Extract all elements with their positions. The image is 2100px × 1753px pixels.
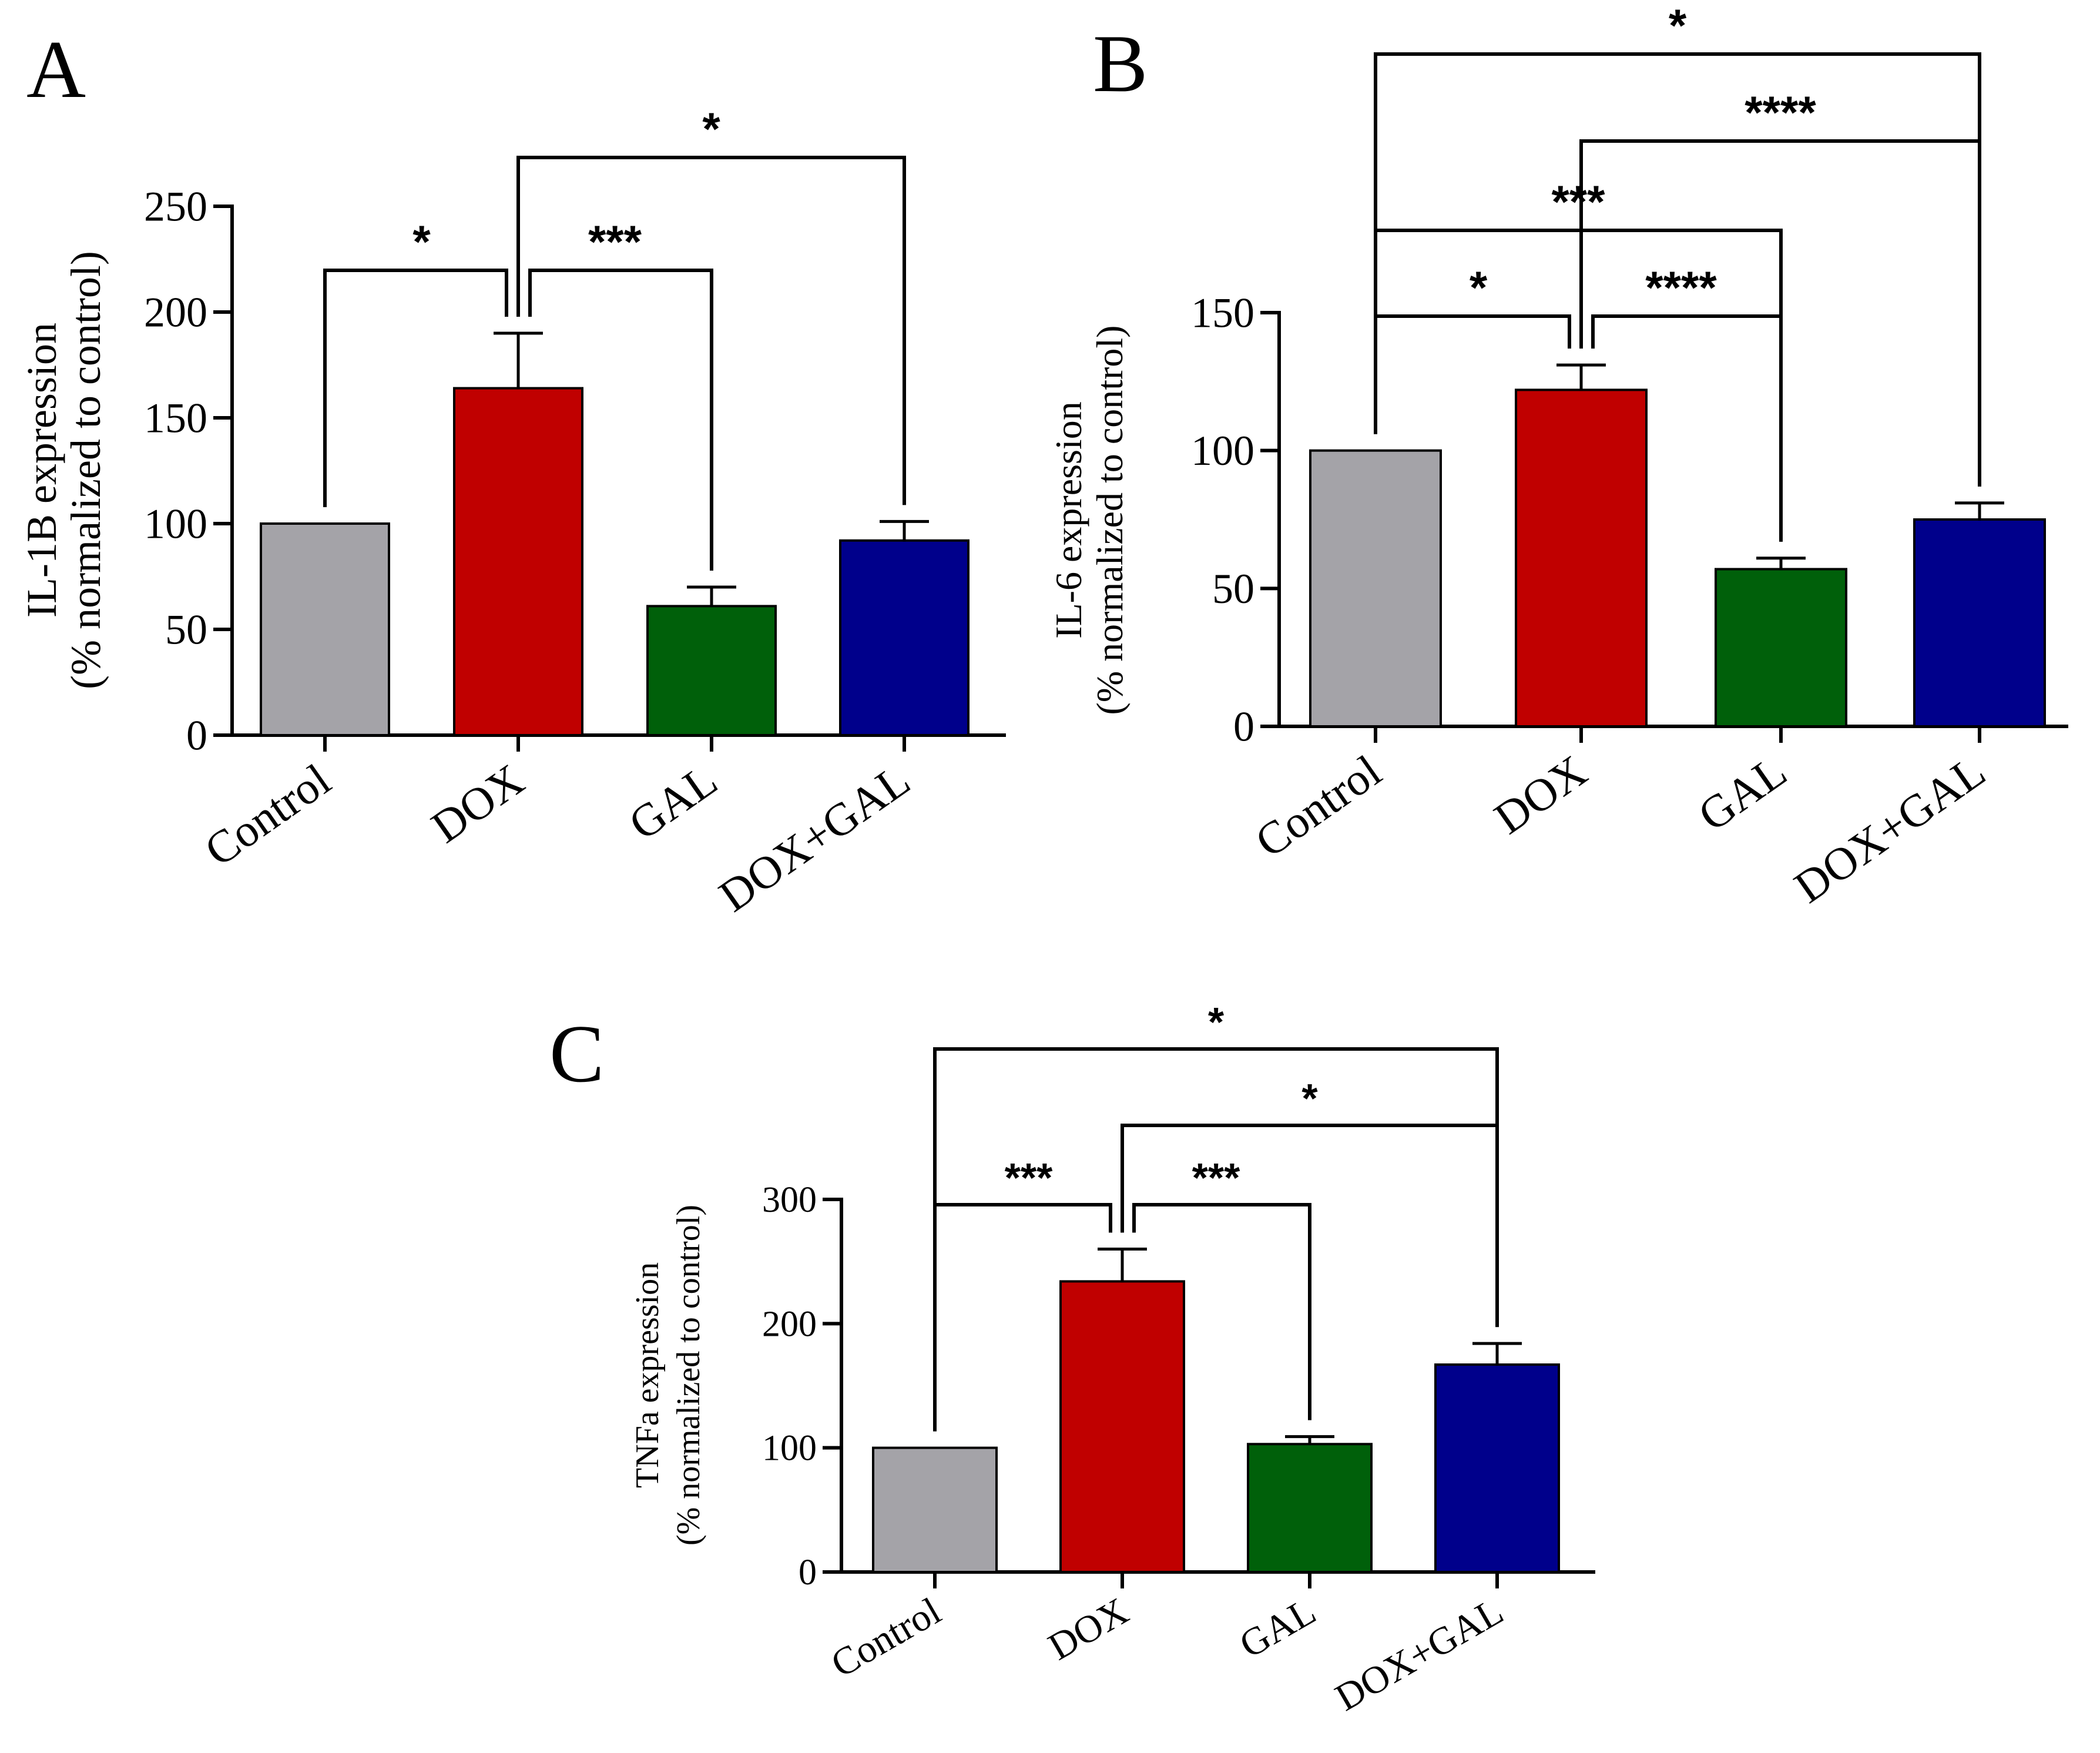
y-tick-label: 100	[144, 500, 207, 547]
y-tick-label: 300	[762, 1180, 817, 1220]
significance-bracket	[528, 269, 713, 571]
bar-dox	[453, 387, 583, 736]
bar-dox	[1059, 1280, 1185, 1573]
x-tick-label: DOX	[422, 754, 532, 853]
x-tick-label: DOX+GAL	[710, 754, 919, 921]
y-tick-label: 100	[762, 1429, 817, 1469]
y-tick-label: 200	[144, 289, 207, 336]
y-axis-label: TNFa expression	[629, 1262, 666, 1488]
x-tick-label: Control	[196, 754, 340, 876]
significance-bracket	[933, 1047, 1499, 1432]
x-tick-label: GAL	[620, 754, 726, 850]
significance-label: *	[1301, 1075, 1318, 1121]
bar-dox-gal	[1913, 518, 2046, 728]
panel-b: B 0 50 100 150 IL-6 expression (% normalized t…	[1048, 0, 2068, 913]
significance-label: ***	[1005, 1155, 1053, 1201]
y-tick-label: 50	[1212, 565, 1254, 612]
x-tick-label: DOX+GAL	[1785, 745, 1994, 913]
y-tick-label: 250	[144, 183, 207, 230]
x-tick-label: Control	[824, 1590, 948, 1686]
y-tick-label: 0	[799, 1553, 817, 1593]
y-tick-label: 50	[165, 606, 207, 653]
bar-gal	[1715, 568, 1847, 728]
bar-gal	[1247, 1443, 1373, 1573]
bar-dox	[1515, 388, 1648, 728]
y-tick-label: 0	[1233, 703, 1254, 750]
x-tick-label: DOX	[1485, 745, 1595, 844]
bar-control	[872, 1446, 998, 1574]
x-tick-label: GAL	[1689, 745, 1796, 841]
bar-control	[260, 522, 390, 736]
y-axis-label-sub: (% normalized to control)	[1089, 326, 1130, 715]
y-tick-label: 150	[144, 394, 207, 441]
y-tick-label: 200	[762, 1304, 817, 1344]
bar-dox-gal	[839, 539, 970, 736]
panel-label: B	[1093, 18, 1148, 109]
significance-label: ***	[1551, 176, 1605, 227]
significance-bracket	[1132, 1203, 1311, 1420]
significance-bracket	[1374, 52, 1981, 487]
significance-label: ****	[1645, 262, 1717, 313]
y-axis-label: IL-1B expression	[18, 323, 65, 618]
panel-label: C	[549, 1008, 604, 1100]
x-tick-label: GAL	[1233, 1590, 1323, 1667]
significance-label: *	[412, 216, 431, 267]
panel-c: C 0 100 200 300 TNFa expression (% normalized …	[549, 999, 1595, 1720]
significance-label: *	[1669, 0, 1687, 51]
significance-label: *	[702, 103, 720, 155]
significance-label: *	[1470, 262, 1488, 313]
panel-a: A 0 50 100 150 200 250 IL-1B expression(% norma…	[18, 24, 1006, 921]
x-tick-label: DOX	[1041, 1590, 1135, 1669]
y-tick-label: 100	[1191, 427, 1254, 474]
y-tick-label: 0	[186, 712, 207, 759]
y-axis-label-sub: (% normalized to control)	[62, 251, 109, 689]
x-tick-label: Control	[1246, 745, 1390, 867]
panel-label: A	[26, 24, 86, 115]
significance-label: *	[1208, 999, 1225, 1045]
bar-gal	[646, 605, 777, 737]
significance-bracket	[516, 156, 906, 505]
significance-label: ***	[588, 216, 642, 267]
y-axis-label: IL-6 expression	[1048, 401, 1089, 638]
y-axis-label-sub: (% normalized to control)	[670, 1205, 707, 1546]
significance-label: ****	[1745, 86, 1816, 138]
bar-control	[1309, 449, 1442, 728]
bar-dox-gal	[1434, 1363, 1560, 1573]
x-tick-label: DOX+GAL	[1328, 1590, 1510, 1720]
y-tick-label: 150	[1191, 289, 1254, 336]
significance-bracket	[323, 269, 508, 507]
significance-label: ***	[1192, 1155, 1240, 1201]
